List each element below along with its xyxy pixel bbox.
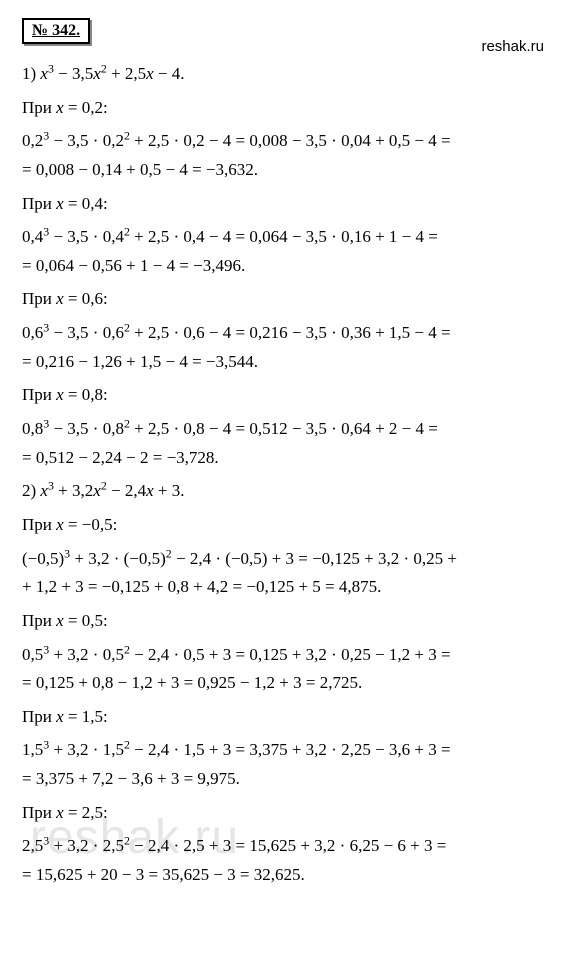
- var: x: [56, 289, 64, 308]
- t: = 2,5:: [64, 803, 108, 822]
- var: x: [40, 481, 48, 500]
- p2-s4-l1: 2,53 + 3,2 · 2,52 − 2,4 · 2,5 + 3 = 15,6…: [22, 834, 566, 859]
- p1-h-d: − 4.: [154, 64, 185, 83]
- t: = −0,5:: [64, 515, 118, 534]
- t: − 2,4 · (−0,5) + 3 = −0,125 + 3,2 · 0,25…: [172, 549, 457, 568]
- t: + 2,5 · 0,8 − 4 = 0,512 − 3,5 · 0,64 + 2…: [130, 419, 438, 438]
- p1-s1-l2: = 0,008 − 0,14 + 0,5 − 4 = −3,632.: [22, 158, 566, 183]
- p2-s2-l2: = 0,125 + 0,8 − 1,2 + 3 = 0,925 − 1,2 + …: [22, 671, 566, 696]
- problem-number-badge: № 342.: [22, 18, 90, 44]
- p1-h-a: 1): [22, 64, 40, 83]
- t: 0,2: [22, 131, 43, 150]
- t: = 0,5:: [64, 611, 108, 630]
- t: 2,5: [22, 836, 43, 855]
- p2-s1-l1: (−0,5)3 + 3,2 · (−0,5)2 − 2,4 · (−0,5) +…: [22, 547, 566, 572]
- p1-s2-label: При x = 0,4:: [22, 192, 566, 217]
- t: При: [22, 385, 56, 404]
- t: − 3,5 · 0,2: [49, 131, 124, 150]
- p2-s1-l2: + 1,2 + 3 = −0,125 + 0,8 + 4,2 = −0,125 …: [22, 575, 566, 600]
- t: 0,6: [22, 323, 43, 342]
- var: x: [40, 64, 48, 83]
- p1-s1-l1: 0,23 − 3,5 · 0,22 + 2,5 · 0,2 − 4 = 0,00…: [22, 129, 566, 154]
- t: 0,4: [22, 227, 43, 246]
- p1-s4-label: При x = 0,8:: [22, 383, 566, 408]
- t: + 3,2 · 1,5: [49, 740, 124, 759]
- site-link: reshak.ru: [481, 38, 544, 55]
- var: x: [56, 611, 64, 630]
- t: При: [22, 98, 56, 117]
- var: x: [56, 98, 64, 117]
- content-wrapper: № 342. reshak.ru 1) x3 − 3,5x2 + 2,5x − …: [22, 18, 566, 888]
- p2-h-b: + 3,2: [54, 481, 93, 500]
- t: При: [22, 803, 56, 822]
- p2-s4-label: При x = 2,5:: [22, 801, 566, 826]
- t: При: [22, 194, 56, 213]
- t: − 3,5 · 0,8: [49, 419, 124, 438]
- t: (−0,5): [22, 549, 64, 568]
- var: x: [56, 707, 64, 726]
- p2-s2-label: При x = 0,5:: [22, 609, 566, 634]
- t: = 0,6:: [64, 289, 108, 308]
- p1-s2-l2: = 0,064 − 0,56 + 1 − 4 = −3,496.: [22, 254, 566, 279]
- t: При: [22, 611, 56, 630]
- t: = 0,2:: [64, 98, 108, 117]
- p1-h-b: − 3,5: [54, 64, 93, 83]
- t: + 2,5 · 0,4 − 4 = 0,064 − 3,5 · 0,16 + 1…: [130, 227, 438, 246]
- var: x: [56, 194, 64, 213]
- t: При: [22, 515, 56, 534]
- p2-s3-l1: 1,53 + 3,2 · 1,52 − 2,4 · 1,5 + 3 = 3,37…: [22, 738, 566, 763]
- t: + 2,5 · 0,6 − 4 = 0,216 − 3,5 · 0,36 + 1…: [130, 323, 451, 342]
- p1-s4-l2: = 0,512 − 2,24 − 2 = −3,728.: [22, 446, 566, 471]
- t: = 0,4:: [64, 194, 108, 213]
- var: x: [146, 481, 154, 500]
- p2-h-a: 2): [22, 481, 40, 500]
- t: + 3,2 · 2,5: [49, 836, 124, 855]
- p2-s4-l2: = 15,625 + 20 − 3 = 35,625 − 3 = 32,625.: [22, 863, 566, 888]
- var: x: [56, 515, 64, 534]
- p2-h-c: − 2,4: [107, 481, 146, 500]
- t: − 2,4 · 0,5 + 3 = 0,125 + 3,2 · 0,25 − 1…: [130, 645, 451, 664]
- p1-s3-l2: = 0,216 − 1,26 + 1,5 − 4 = −3,544.: [22, 350, 566, 375]
- t: 1,5: [22, 740, 43, 759]
- p1-s3-l1: 0,63 − 3,5 · 0,62 + 2,5 · 0,6 − 4 = 0,21…: [22, 321, 566, 346]
- p1-s3-label: При x = 0,6:: [22, 287, 566, 312]
- p1-s4-l1: 0,83 − 3,5 · 0,82 + 2,5 · 0,8 − 4 = 0,51…: [22, 417, 566, 442]
- t: = 1,5:: [64, 707, 108, 726]
- p2-s3-l2: = 3,375 + 7,2 − 3,6 + 3 = 9,975.: [22, 767, 566, 792]
- t: + 2,5 · 0,2 − 4 = 0,008 − 3,5 · 0,04 + 0…: [130, 131, 451, 150]
- var: x: [56, 803, 64, 822]
- t: 0,5: [22, 645, 43, 664]
- t: При: [22, 707, 56, 726]
- var: x: [146, 64, 154, 83]
- t: + 3,2 · 0,5: [49, 645, 124, 664]
- var: x: [93, 64, 101, 83]
- var: x: [56, 385, 64, 404]
- t: − 2,4 · 2,5 + 3 = 15,625 + 3,2 · 6,25 − …: [130, 836, 446, 855]
- p1-h-c: + 2,5: [107, 64, 146, 83]
- p2-s3-label: При x = 1,5:: [22, 705, 566, 730]
- t: − 3,5 · 0,6: [49, 323, 124, 342]
- t: = 0,8:: [64, 385, 108, 404]
- p2-header: 2) x3 + 3,2x2 − 2,4x + 3.: [22, 479, 566, 504]
- t: + 3,2 · (−0,5): [70, 549, 166, 568]
- p2-h-d: + 3.: [154, 481, 185, 500]
- var: x: [93, 481, 101, 500]
- t: − 2,4 · 1,5 + 3 = 3,375 + 3,2 · 2,25 − 3…: [130, 740, 451, 759]
- p1-s1-label: При x = 0,2:: [22, 96, 566, 121]
- p1-s2-l1: 0,43 − 3,5 · 0,42 + 2,5 · 0,4 − 4 = 0,06…: [22, 225, 566, 250]
- p2-s2-l1: 0,53 + 3,2 · 0,52 − 2,4 · 0,5 + 3 = 0,12…: [22, 643, 566, 668]
- t: 0,8: [22, 419, 43, 438]
- p2-s1-label: При x = −0,5:: [22, 513, 566, 538]
- t: При: [22, 289, 56, 308]
- p1-header: 1) x3 − 3,5x2 + 2,5x − 4.: [22, 62, 566, 87]
- t: − 3,5 · 0,4: [49, 227, 124, 246]
